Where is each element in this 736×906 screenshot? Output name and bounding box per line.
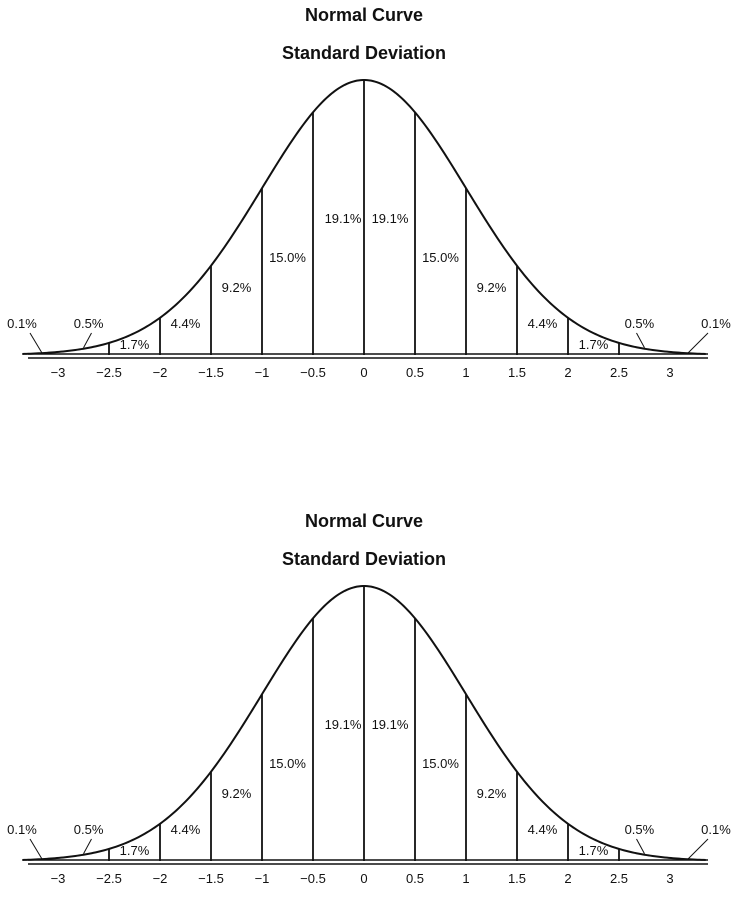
label-leader [29, 838, 43, 860]
x-tick-label: −2 [153, 871, 168, 884]
x-tick-label: 0 [360, 365, 367, 380]
x-tick-label: −2.5 [96, 871, 122, 884]
x-tick-label: −2.5 [96, 365, 122, 380]
percent-label: 19.1% [372, 211, 409, 226]
percent-label: 15.0% [269, 756, 306, 771]
x-tick-label: 0.5 [406, 871, 424, 884]
percent-label: 19.1% [325, 211, 362, 226]
label-leader [83, 838, 92, 854]
percent-label: 1.7% [120, 337, 150, 352]
x-tick-label: 2.5 [610, 871, 628, 884]
tail-percent-label: 0.1% [7, 822, 37, 837]
chart-title: Normal Curve [305, 5, 423, 25]
percent-label: 9.2% [222, 280, 252, 295]
x-tick-label: 1.5 [508, 871, 526, 884]
chart-title: Normal Curve [305, 511, 423, 531]
percent-label: 4.4% [528, 822, 558, 837]
normal-curve-chart: Normal Curve Standard Deviation −3 −2.5 −2… [7, 5, 731, 380]
percent-label: 19.1% [325, 717, 362, 732]
label-leader [687, 838, 709, 860]
x-tick-label: −1.5 [198, 871, 224, 884]
x-tick-label: −2 [153, 365, 168, 380]
label-leader [83, 332, 92, 348]
x-tick-label: −3 [51, 871, 66, 884]
x-tick-label: −1.5 [198, 365, 224, 380]
chart-subtitle: Standard Deviation [282, 43, 446, 63]
x-tick-label: −1 [255, 365, 270, 380]
percent-label: 1.7% [579, 337, 609, 352]
percent-label: 15.0% [269, 250, 306, 265]
percent-label: 0.5% [74, 822, 104, 837]
percent-label: 4.4% [171, 316, 201, 331]
x-tick-label: −3 [51, 365, 66, 380]
percent-label: 9.2% [477, 280, 507, 295]
percent-label: 1.7% [120, 843, 150, 858]
x-tick-label: 1 [462, 365, 469, 380]
tail-percent-label: 0.1% [701, 822, 731, 837]
label-leader [636, 838, 645, 854]
percent-label: 15.0% [422, 756, 459, 771]
label-leader [687, 332, 709, 354]
x-tick-label: 0 [360, 871, 367, 884]
x-tick-label: −0.5 [300, 871, 326, 884]
x-tick-label: 1.5 [508, 365, 526, 380]
x-tick-label: 0.5 [406, 365, 424, 380]
percent-label: 9.2% [222, 786, 252, 801]
normal-curve-chart: Normal Curve Standard Deviation −3 −2.5 −2… [7, 511, 731, 884]
x-tick-label: 2.5 [610, 365, 628, 380]
x-tick-label: −1 [255, 871, 270, 884]
tail-percent-label: 0.1% [7, 316, 37, 331]
label-leader [29, 332, 43, 354]
percent-label: 0.5% [625, 316, 655, 331]
x-tick-label: 3 [666, 365, 673, 380]
percent-label: 19.1% [372, 717, 409, 732]
percent-label: 0.5% [625, 822, 655, 837]
percent-label: 4.4% [528, 316, 558, 331]
x-tick-label: 3 [666, 871, 673, 884]
x-tick-label: 2 [564, 871, 571, 884]
percent-label: 4.4% [171, 822, 201, 837]
chart-subtitle: Standard Deviation [282, 549, 446, 569]
normal-curve-panel-2: Normal Curve Standard Deviation −3 −2.5 −2… [0, 506, 736, 906]
percent-label: 15.0% [422, 250, 459, 265]
percent-label: 9.2% [477, 786, 507, 801]
tail-percent-label: 0.1% [701, 316, 731, 331]
percent-label: 0.5% [74, 316, 104, 331]
x-tick-label: 1 [462, 871, 469, 884]
normal-curve-panel-1: Normal Curve Standard Deviation −3 −2.5 −2… [0, 0, 736, 400]
x-tick-label: −0.5 [300, 365, 326, 380]
label-leader [636, 332, 645, 348]
percent-label: 1.7% [579, 843, 609, 858]
x-tick-label: 2 [564, 365, 571, 380]
